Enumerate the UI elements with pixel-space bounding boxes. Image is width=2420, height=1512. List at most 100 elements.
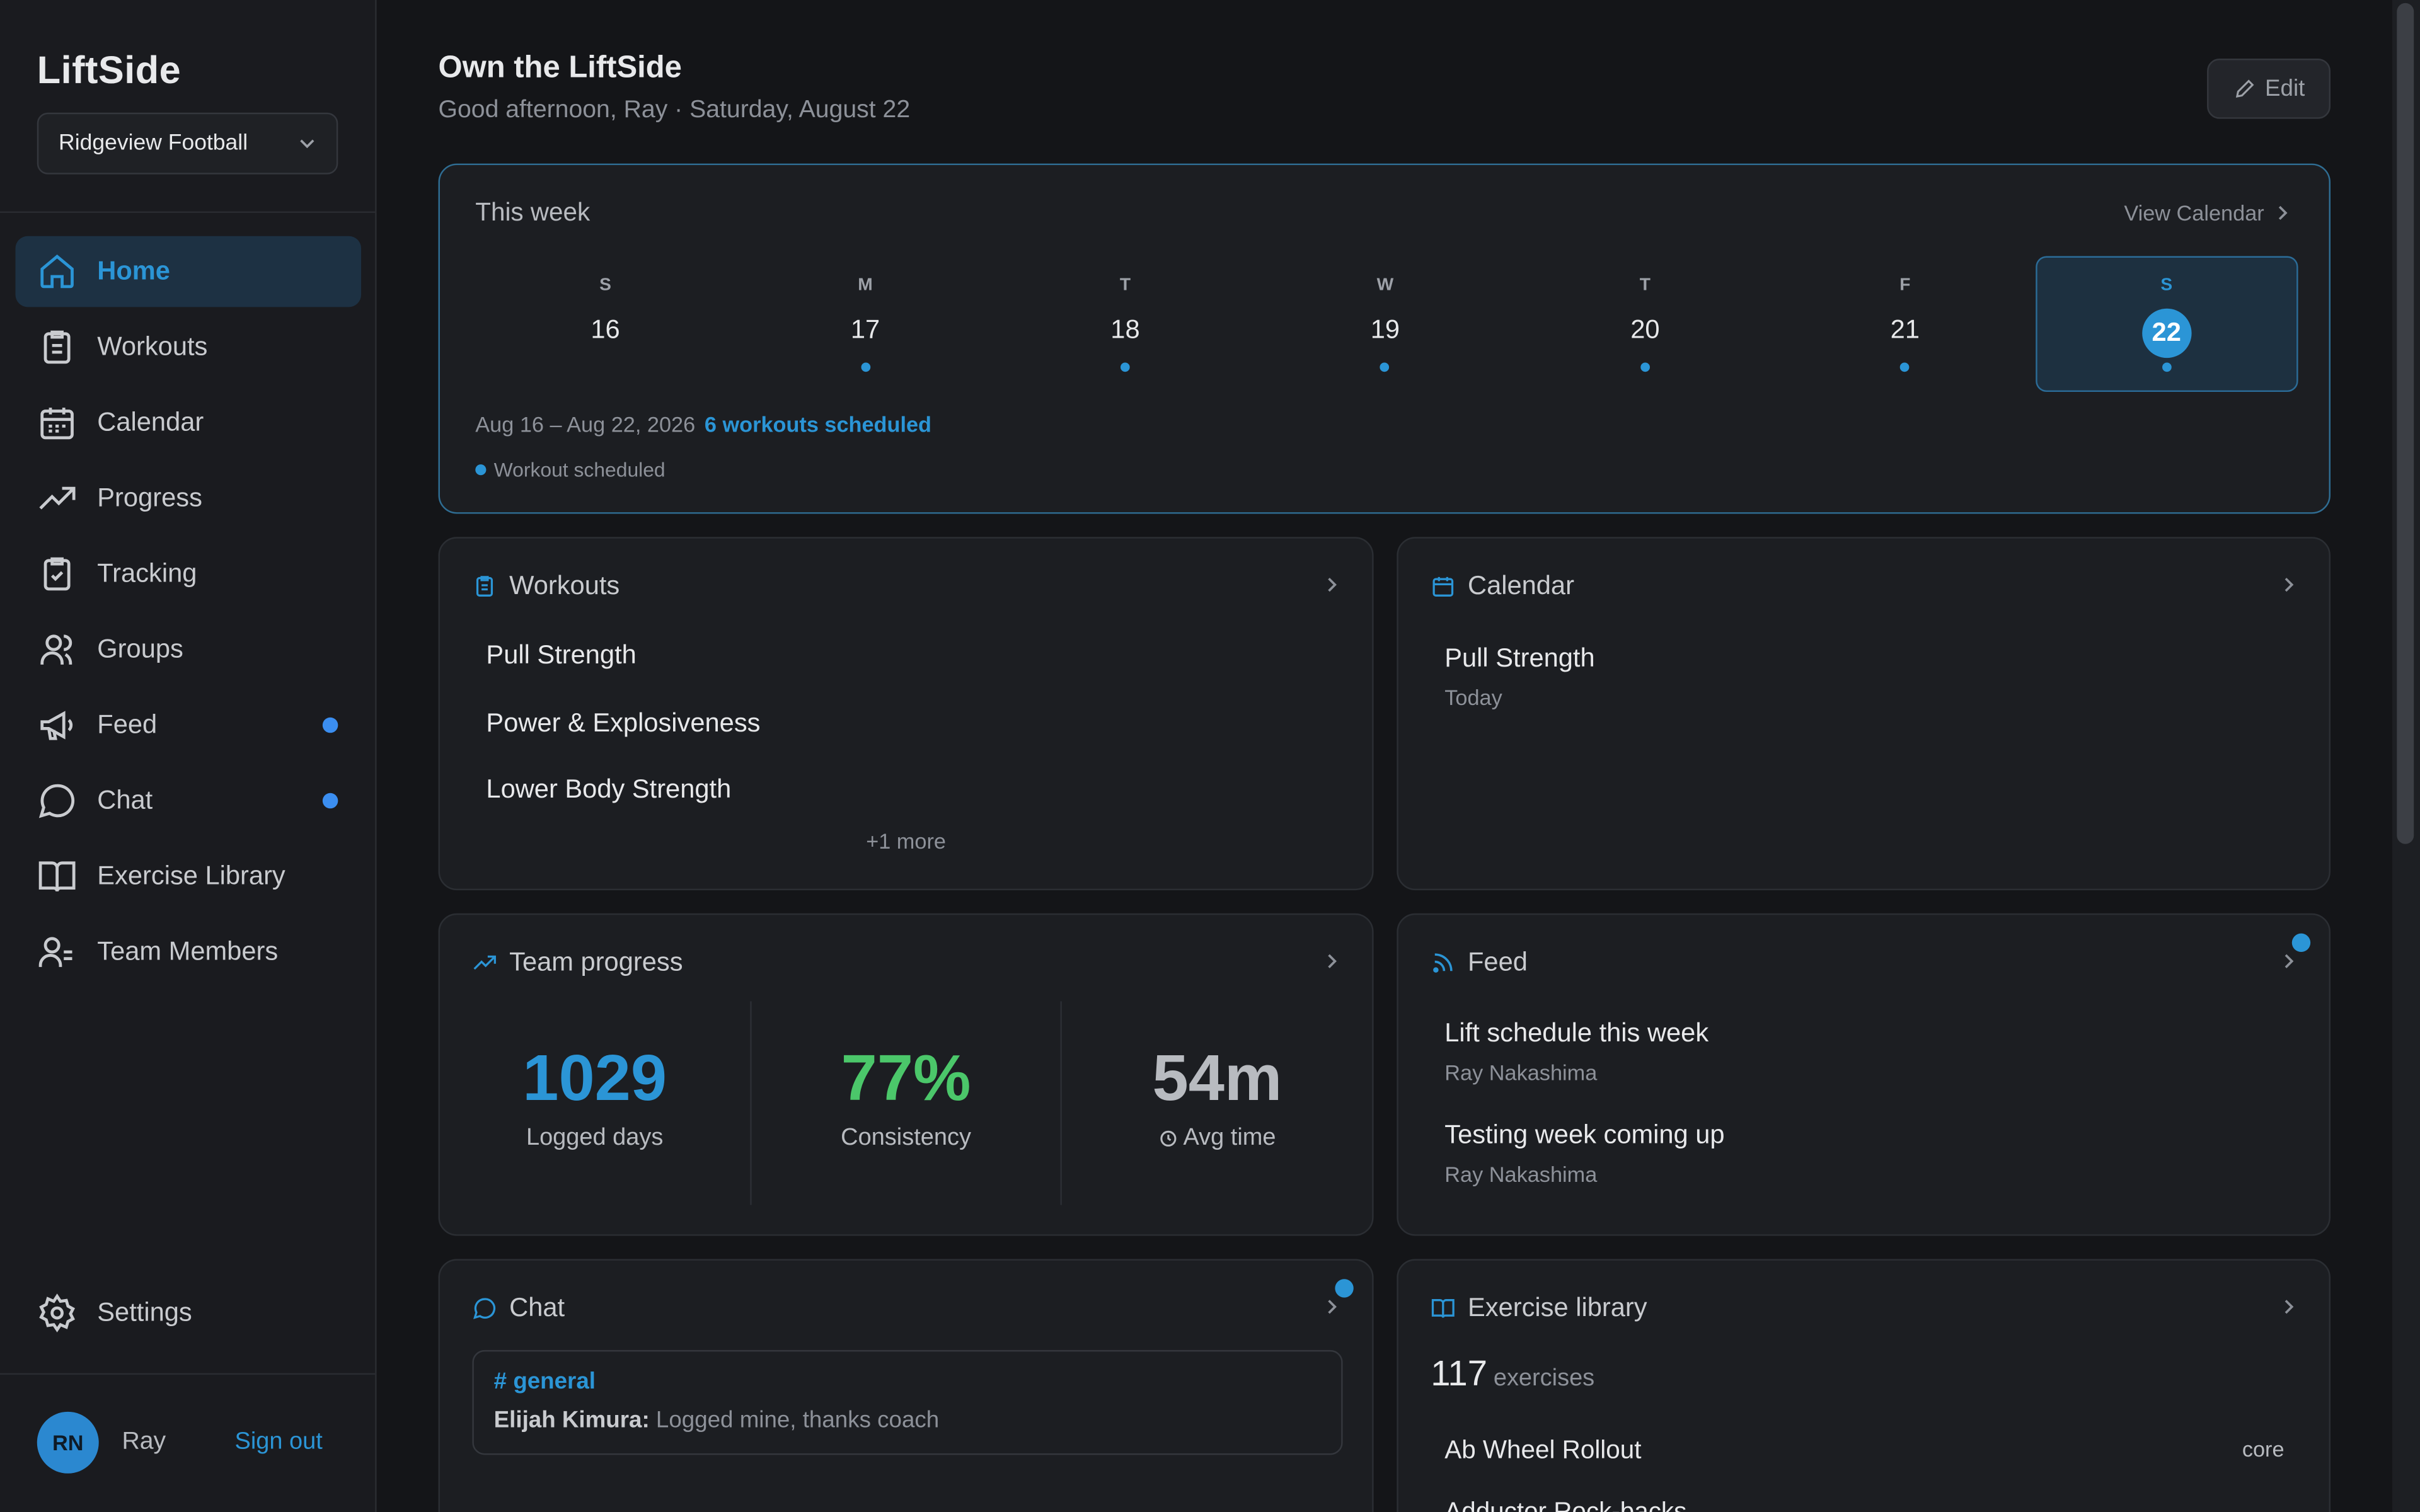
workouts-card[interactable]: Workouts Pull Strength Power & Explosive… <box>438 537 1374 891</box>
feed-card[interactable]: Feed Lift schedule this week Ray Nakashi… <box>1397 913 2331 1236</box>
sidebar-divider <box>0 211 377 213</box>
this-week-card: This week View Calendar S 16 M 17 T 18 W 19 … <box>438 163 2331 514</box>
sidebar-item-progress[interactable]: Progress <box>15 463 361 534</box>
sidebar-item-feed[interactable]: Feed <box>15 690 361 761</box>
chevron-right-icon[interactable] <box>2283 575 2295 593</box>
team-progress-card[interactable]: Team progress 1029 Logged days 77% Consi… <box>438 913 1374 1236</box>
scrollbar-thumb[interactable] <box>2397 3 2414 844</box>
gear-icon <box>39 1293 75 1332</box>
chevron-right-icon[interactable] <box>1326 575 1339 593</box>
home-icon <box>40 255 74 289</box>
more-workouts-link[interactable]: +1 more <box>866 828 946 854</box>
clipboard-list-icon <box>476 576 493 597</box>
workout-item[interactable]: Lower Body Strength <box>486 774 732 804</box>
workout-dot <box>1380 362 1390 372</box>
chevron-right-icon[interactable] <box>1326 952 1339 970</box>
sidebar-item-groups[interactable]: Groups <box>15 614 361 685</box>
sidebar-item-workouts[interactable]: Workouts <box>15 312 361 383</box>
team-progress-title: Team progress <box>509 947 683 977</box>
pencil-icon <box>2235 79 2254 98</box>
day-cell[interactable]: F 21 <box>1775 256 2035 392</box>
chevron-right-icon <box>2278 205 2288 220</box>
chat-channel-preview[interactable]: # general Elijah Kimura: Logged mine, th… <box>472 1349 1343 1455</box>
sidebar-item-settings[interactable]: Settings <box>15 1278 361 1349</box>
sidebar-item-calendar[interactable]: Calendar <box>15 387 361 459</box>
sidebar-item-home[interactable]: Home <box>15 236 362 307</box>
calendar-card-header: Calendar <box>1431 571 1574 602</box>
team-selector[interactable]: Ridgeview Football <box>37 112 338 175</box>
sidebar-item-label: Settings <box>97 1297 192 1327</box>
calendar-event-when: Today <box>1444 685 1502 710</box>
team-selector-label: Ridgeview Football <box>59 131 248 156</box>
exercise-library-title: Exercise library <box>1467 1293 1647 1322</box>
chat-last-message: Elijah Kimura: Logged mine, thanks coach <box>494 1407 940 1433</box>
sidebar-item-chat[interactable]: Chat <box>15 765 361 837</box>
exercise-library-card[interactable]: Exercise library 117 exercises Ab Wheel R… <box>1397 1259 2331 1512</box>
stat-avg-time: 54m Avg time <box>1061 1001 1372 1205</box>
avatar[interactable]: RN <box>37 1411 99 1474</box>
app-logo: LiftSide <box>37 49 182 93</box>
day-cell[interactable]: W 19 <box>1255 256 1515 392</box>
user-section: RN Ray Sign out <box>37 1411 338 1474</box>
day-cell-selected[interactable]: S 22 <box>2035 256 2298 392</box>
view-calendar-link[interactable]: View Calendar <box>2124 200 2289 226</box>
day-number: 17 <box>850 314 880 345</box>
calendar-icon <box>1432 576 1454 597</box>
megaphone-icon <box>40 711 73 740</box>
stat-value: 1029 <box>522 1041 667 1114</box>
progress-stats: 1029 Logged days 77% Consistency 54m Avg… <box>440 1001 1372 1205</box>
calendar-event-title[interactable]: Pull Strength <box>1444 643 1595 673</box>
feed-card-title: Feed <box>1467 947 1528 977</box>
week-days: S 16 M 17 T 18 W 19 T 20 F 21 S 22 <box>475 256 2298 392</box>
sidebar-item-exercise-library[interactable]: Exercise Library <box>15 841 361 912</box>
feed-item[interactable]: Testing week coming up Ray Nakashima <box>1444 1120 1724 1186</box>
chevron-right-icon[interactable] <box>2283 952 2295 970</box>
sidebar-item-team-members[interactable]: Team Members <box>15 917 361 988</box>
week-range-dates: Aug 16 – Aug 22, 2026 <box>475 411 696 437</box>
chat-card-title: Chat <box>509 1293 565 1322</box>
exercise-item[interactable]: Adductor Rock-backs <box>1444 1498 2284 1512</box>
chat-card[interactable]: Chat # general Elijah Kimura: Logged min… <box>438 1259 1374 1512</box>
sidebar-item-label: Exercise Library <box>97 861 285 891</box>
sign-out-link[interactable]: Sign out <box>234 1428 323 1455</box>
day-cell[interactable]: T 20 <box>1515 256 1775 392</box>
workouts-scheduled-count[interactable]: 6 workouts scheduled <box>704 411 932 437</box>
sidebar-item-label: Team Members <box>97 936 279 966</box>
day-letter: T <box>1119 276 1131 295</box>
workouts-card-header: Workouts <box>472 571 619 602</box>
chevron-right-icon[interactable] <box>2283 1298 2295 1316</box>
book-icon <box>38 861 76 892</box>
day-cell[interactable]: T 18 <box>995 256 1255 392</box>
sidebar-item-label: Progress <box>97 483 202 513</box>
workout-dot <box>2162 362 2172 372</box>
day-letter: T <box>1639 276 1651 295</box>
workout-item[interactable]: Power & Explosiveness <box>486 707 761 737</box>
sidebar-item-tracking[interactable]: Tracking <box>15 539 361 610</box>
edit-button[interactable]: Edit <box>2207 59 2331 119</box>
this-week-title: This week <box>475 198 591 227</box>
sidebar-divider <box>0 1373 377 1375</box>
chat-bubble-icon <box>38 784 75 818</box>
sidebar-item-label: Workouts <box>97 331 208 362</box>
exercise-name: Ab Wheel Rollout <box>1444 1436 1642 1465</box>
chat-bubble-icon <box>473 1298 496 1319</box>
sidebar: LiftSide Ridgeview Football Home Workout… <box>0 0 377 1512</box>
user-name: Ray <box>122 1428 166 1455</box>
day-number: 22 <box>2141 308 2191 358</box>
workout-item[interactable]: Pull Strength <box>486 640 637 670</box>
feed-item[interactable]: Lift schedule this week Ray Nakashima <box>1444 1018 1708 1084</box>
day-cell[interactable]: S 16 <box>475 256 735 392</box>
feed-notification-dot <box>322 717 338 733</box>
chevron-right-icon[interactable] <box>1326 1298 1339 1316</box>
workout-dot <box>1900 362 1910 372</box>
sidebar-item-label: Feed <box>97 709 158 740</box>
exercise-item[interactable]: Ab Wheel Rollout core <box>1444 1436 2284 1466</box>
chat-card-header: Chat <box>472 1293 565 1324</box>
workouts-list: Pull Strength Power & Explosiveness Lowe… <box>486 640 760 842</box>
legend-dot <box>475 464 487 476</box>
day-cell[interactable]: M 17 <box>735 256 995 392</box>
page-title: Own the LiftSide <box>438 50 682 85</box>
sidebar-item-label: Chat <box>97 785 153 815</box>
page-subtitle: Good afternoon, Ray · Saturday, August 2… <box>438 97 911 123</box>
calendar-card[interactable]: Calendar Pull Strength Today <box>1397 537 2331 891</box>
